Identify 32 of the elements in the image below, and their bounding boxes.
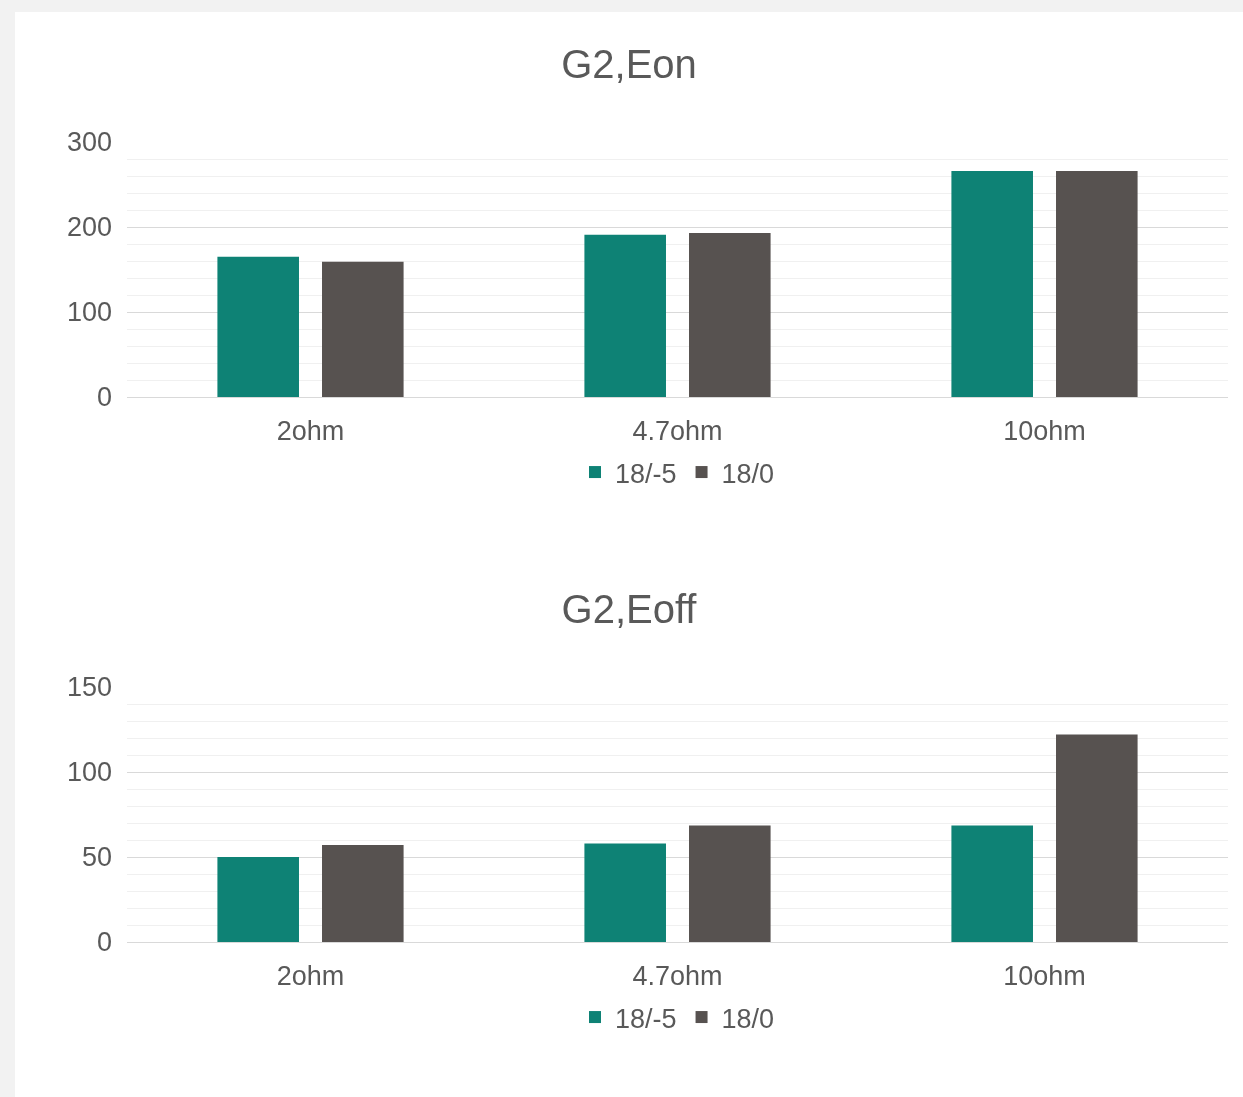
bar — [217, 857, 299, 942]
x-tick-label: 10ohm — [1003, 416, 1086, 447]
bar — [322, 845, 404, 942]
x-tick-label: 2ohm — [276, 961, 345, 992]
x-tick-label: 4.7ohm — [632, 416, 723, 447]
legend-label: 18/-5 — [615, 458, 677, 489]
bar — [584, 234, 666, 397]
y-tick-label: 0 — [96, 927, 112, 958]
legend-label: 18/0 — [721, 1003, 775, 1034]
y-tick-label: 100 — [66, 297, 112, 328]
y-tick-label: 150 — [66, 672, 112, 703]
x-tick-label: 4.7ohm — [632, 961, 723, 992]
legend-label: 18/-5 — [615, 1003, 677, 1034]
chart-title: G2,Eoff — [561, 587, 698, 632]
bar — [689, 825, 771, 942]
y-tick-label: 100 — [66, 757, 112, 788]
bar — [951, 825, 1033, 942]
bar — [1056, 734, 1138, 942]
legend-label: 18/0 — [721, 458, 775, 489]
y-tick-label: 200 — [66, 212, 112, 243]
y-tick-label: 50 — [81, 842, 112, 873]
x-tick-label: 10ohm — [1003, 961, 1086, 992]
bar — [322, 261, 404, 397]
bar — [689, 232, 771, 397]
bar — [584, 843, 666, 942]
bar — [951, 170, 1033, 397]
bar — [217, 256, 299, 397]
x-tick-label: 2ohm — [276, 416, 345, 447]
bar — [1056, 170, 1138, 397]
y-tick-label: 300 — [66, 127, 112, 158]
chart-title: G2,Eon — [561, 42, 697, 87]
y-tick-label: 0 — [96, 382, 112, 413]
